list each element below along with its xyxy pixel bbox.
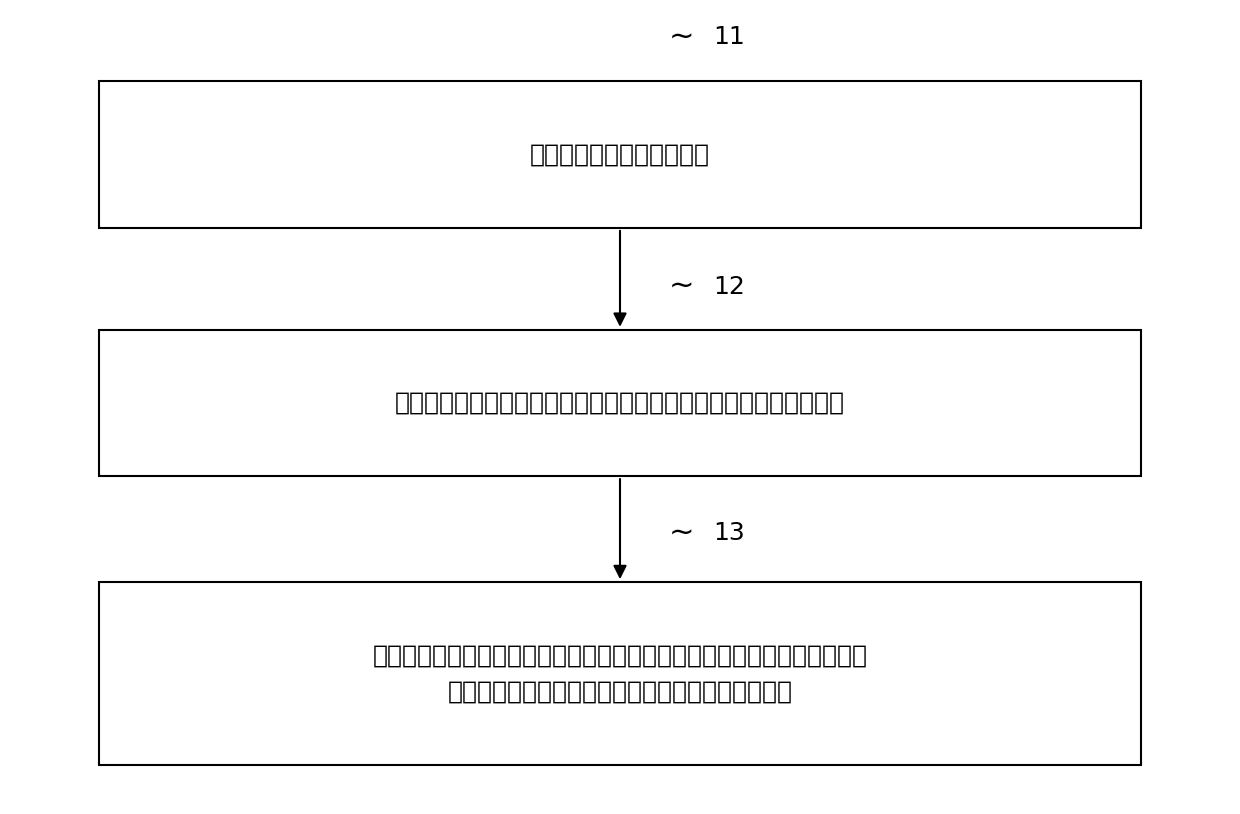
Text: 11: 11 — [713, 24, 745, 49]
Text: ~: ~ — [668, 519, 694, 548]
FancyBboxPatch shape — [99, 81, 1141, 228]
Text: 当所述第一车辆识别码和所述第二车辆识别码匹配时，根据所述充电参数，: 当所述第一车辆识别码和所述第二车辆识别码匹配时，根据所述充电参数， — [372, 643, 868, 667]
Text: ~: ~ — [668, 272, 694, 301]
FancyBboxPatch shape — [99, 582, 1141, 765]
Text: 控制所述无线充电线圈对所述电动车辆进行无线充电: 控制所述无线充电线圈对所述电动车辆进行无线充电 — [448, 680, 792, 704]
Text: 接收服务器发送的充电指令: 接收服务器发送的充电指令 — [529, 142, 711, 167]
Text: 获取停放在无线充电桩位上的电动车辆的第二车辆识别码和充电参数: 获取停放在无线充电桩位上的电动车辆的第二车辆识别码和充电参数 — [396, 391, 844, 415]
FancyBboxPatch shape — [99, 330, 1141, 476]
Text: 12: 12 — [713, 274, 745, 299]
Text: 13: 13 — [713, 521, 745, 545]
Text: ~: ~ — [668, 22, 694, 51]
